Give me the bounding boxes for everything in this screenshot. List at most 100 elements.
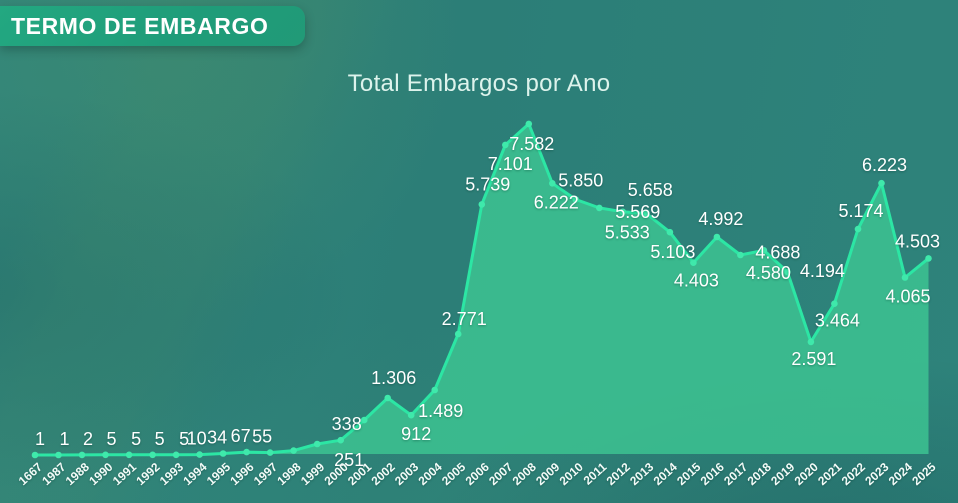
x-axis-label: 2002 [368, 460, 397, 488]
data-label: 338 [332, 414, 362, 434]
data-point-marker[interactable] [690, 259, 697, 267]
x-axis-label: 2025 [909, 460, 938, 488]
data-label: 5.850 [558, 171, 603, 191]
x-axis-label: 2004 [415, 460, 444, 488]
x-axis-label: 1996 [227, 460, 256, 488]
x-axis-label: 2019 [768, 460, 797, 488]
data-point-marker[interactable] [478, 201, 486, 208]
x-axis-label: 1994 [180, 460, 209, 488]
data-point-marker[interactable] [454, 330, 462, 338]
data-label: 3.464 [815, 311, 860, 331]
data-label: 2 [83, 429, 93, 449]
x-axis-label: 2009 [533, 460, 562, 488]
data-point-marker[interactable] [807, 338, 815, 346]
data-label: 1.306 [371, 368, 416, 388]
data-point-marker[interactable] [619, 208, 627, 216]
data-point-marker[interactable] [196, 451, 203, 458]
data-label: 5.658 [628, 180, 673, 200]
data-point-marker[interactable] [525, 120, 533, 128]
data-label: 5.739 [465, 174, 510, 194]
data-label: 1.489 [418, 401, 463, 421]
data-point-marker[interactable] [431, 386, 439, 394]
x-axis-label: 2016 [698, 460, 727, 488]
x-axis-label: 2006 [463, 460, 492, 488]
chart-title: Total Embargos por Ano [347, 70, 611, 97]
data-point-marker[interactable] [901, 274, 909, 281]
data-point-marker[interactable] [831, 300, 838, 308]
data-point-marker[interactable] [713, 233, 721, 241]
data-point-marker[interactable] [666, 228, 674, 236]
x-axis-label: 2021 [815, 460, 844, 488]
data-label: 6.222 [534, 192, 579, 212]
data-point-marker[interactable] [878, 179, 885, 187]
x-axis-label: 1997 [251, 460, 280, 488]
data-point-marker[interactable] [596, 204, 603, 212]
x-axis-label: 2014 [651, 460, 680, 488]
data-label: 5.103 [650, 242, 695, 262]
x-axis-label: 1991 [110, 460, 139, 488]
data-point-marker[interactable] [854, 225, 862, 233]
data-point-marker[interactable] [572, 196, 580, 203]
data-point-marker[interactable] [337, 436, 345, 444]
x-axis-label: 2010 [557, 460, 586, 488]
data-label: 4.992 [698, 209, 743, 229]
data-label: 251 [334, 450, 364, 470]
data-point-marker[interactable] [266, 449, 274, 456]
data-label: 34 [207, 428, 227, 448]
data-point-marker[interactable] [149, 451, 156, 459]
data-point-marker[interactable] [55, 451, 62, 459]
x-axis-label: 2013 [627, 460, 656, 488]
data-label: 5 [131, 429, 141, 449]
x-axis-label: 2022 [839, 460, 868, 488]
data-point-marker[interactable] [125, 451, 133, 459]
x-axis-label: 2023 [862, 460, 891, 488]
x-axis-label: 2020 [792, 460, 821, 488]
x-axis-label: 2005 [439, 460, 468, 488]
x-axis: 1667198719881990199119921993199419951996… [16, 460, 939, 488]
data-label: 2.771 [442, 309, 487, 329]
data-label: 10 [187, 429, 207, 449]
x-axis-label: 2024 [886, 460, 915, 488]
x-axis-label: 2015 [674, 460, 703, 488]
x-axis-label: 1993 [157, 460, 186, 488]
data-label: 7.582 [509, 134, 554, 154]
x-axis-label: 2012 [604, 460, 633, 488]
data-point-marker[interactable] [360, 416, 368, 424]
x-axis-label: 2018 [745, 460, 774, 488]
data-point-marker[interactable] [502, 141, 509, 149]
data-point-marker[interactable] [31, 451, 39, 459]
data-label: 4.065 [885, 287, 930, 307]
data-label: 4.580 [746, 263, 791, 283]
data-point-marker[interactable] [737, 251, 744, 259]
data-label: 7.101 [488, 154, 533, 174]
data-point-marker[interactable] [925, 255, 932, 262]
data-label: 5.569 [615, 202, 660, 222]
page-header-badge: TERMO DE EMBARGO [0, 6, 305, 46]
page-title: TERMO DE EMBARGO [11, 12, 269, 39]
data-label: 5 [179, 429, 189, 449]
data-label: 6.223 [862, 155, 907, 175]
data-point-marker[interactable] [219, 450, 227, 457]
data-point-marker[interactable] [313, 440, 321, 448]
data-point-marker[interactable] [243, 448, 250, 456]
data-point-marker[interactable] [172, 451, 180, 459]
x-axis-label: 1999 [298, 460, 327, 488]
data-point-marker[interactable] [549, 180, 556, 187]
data-point-marker[interactable] [407, 411, 415, 419]
x-axis-label: 2008 [510, 460, 539, 488]
data-point-marker[interactable] [760, 247, 768, 254]
data-label: 912 [401, 424, 431, 444]
data-point-marker[interactable] [643, 210, 650, 217]
data-label: 1 [35, 429, 45, 449]
area-fill [35, 123, 929, 456]
data-point-marker[interactable] [384, 394, 392, 402]
data-label: 55 [252, 427, 272, 447]
data-point-marker[interactable] [102, 451, 109, 459]
x-axis-label: 1998 [274, 460, 303, 488]
data-point-marker[interactable] [290, 447, 297, 454]
data-point-marker[interactable] [784, 268, 791, 276]
x-axis-label: 2017 [721, 460, 750, 488]
data-point-marker[interactable] [78, 451, 86, 459]
data-label: 5.533 [605, 222, 650, 242]
